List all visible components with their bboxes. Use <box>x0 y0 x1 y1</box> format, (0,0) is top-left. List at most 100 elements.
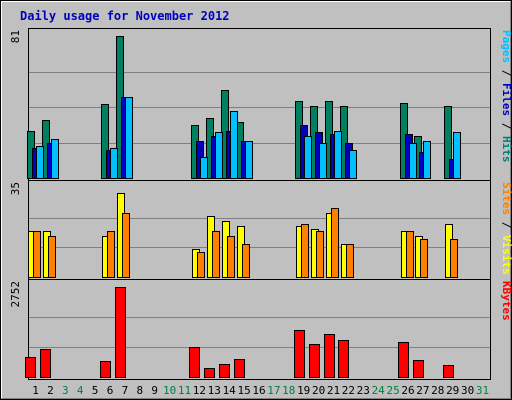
panel-hits-max-label: 81 <box>9 30 22 43</box>
x-tick-label: 20 <box>312 384 325 397</box>
bar-pages-day-27 <box>423 141 431 179</box>
x-tick-label: 29 <box>446 384 459 397</box>
bar-kbytes-day-21 <box>324 334 335 378</box>
bar-hits-day-6 <box>101 104 109 179</box>
panel-kbytes: 2752 KBytes <box>9 279 512 380</box>
bar-sites-day-15 <box>242 244 250 278</box>
panel-visits: 35 Sites / Visits <box>9 180 512 280</box>
bar-kbytes-day-13 <box>204 368 215 378</box>
x-tick-label: 8 <box>136 384 143 397</box>
x-tick-label: 12 <box>193 384 206 397</box>
bar-kbytes-day-29 <box>443 365 454 378</box>
bar-sites-day-7 <box>122 213 130 278</box>
bar-pages-day-7 <box>125 97 133 179</box>
x-tick-label: 9 <box>151 384 158 397</box>
bar-pages-day-12 <box>200 157 208 179</box>
x-tick-label: 7 <box>122 384 129 397</box>
bar-kbytes-day-20 <box>309 344 320 378</box>
legend-entry: Pages <box>500 30 512 63</box>
x-tick-label: 27 <box>416 384 429 397</box>
bar-pages-day-19 <box>304 136 312 179</box>
legend-entry: / <box>500 63 512 83</box>
bar-sites-day-26 <box>406 231 414 278</box>
x-tick-label: 23 <box>357 384 370 397</box>
x-tick-label: 16 <box>252 384 265 397</box>
x-tick-label: 31 <box>476 384 489 397</box>
panel-visits-legend: Sites / Visits <box>500 182 512 275</box>
bar-pages-day-21 <box>334 131 342 179</box>
x-tick-label: 15 <box>237 384 250 397</box>
x-tick-label: 2 <box>47 384 54 397</box>
x-tick-label: 1 <box>32 384 39 397</box>
bar-kbytes-day-27 <box>413 360 424 378</box>
x-tick-label: 17 <box>267 384 280 397</box>
bar-kbytes-day-7 <box>115 287 126 378</box>
legend-entry: / <box>500 116 512 136</box>
x-tick-label: 24 <box>372 384 386 397</box>
bar-kbytes-day-6 <box>100 361 111 378</box>
x-tick-label: 26 <box>401 384 414 397</box>
bar-pages-day-20 <box>319 143 327 179</box>
bar-sites-day-1 <box>33 231 41 278</box>
bar-kbytes-day-15 <box>234 359 245 378</box>
x-tick-label: 4 <box>77 384 84 397</box>
bar-pages-day-13 <box>215 132 223 179</box>
x-tick-label: 22 <box>342 384 355 397</box>
x-tick-label: 6 <box>107 384 114 397</box>
panel-kbytes-legend: KBytes <box>500 281 512 321</box>
bar-pages-day-22 <box>349 150 357 179</box>
bar-sites-day-6 <box>107 231 115 278</box>
bar-hits-day-29 <box>444 106 452 179</box>
legend-entry: Visits <box>500 235 512 275</box>
bar-pages-day-29 <box>453 132 461 179</box>
chart-panels: 81 Pages / Files / Hits 35 Sites / Visits 27… <box>9 28 512 380</box>
bar-kbytes-day-19 <box>294 330 305 378</box>
x-tick-label: 11 <box>178 384 191 397</box>
bar-pages-day-6 <box>110 148 118 179</box>
bar-kbytes-day-1 <box>25 357 36 378</box>
x-tick-label: 28 <box>431 384 444 397</box>
bar-pages-day-26 <box>409 143 417 179</box>
bar-sites-day-22 <box>346 244 354 278</box>
x-tick-label: 25 <box>386 384 399 397</box>
legend-entry: / <box>500 215 512 235</box>
legend-entry: KBytes <box>500 281 512 321</box>
legend-entry: Files <box>500 83 512 116</box>
x-tick-label: 5 <box>92 384 99 397</box>
panel-hits: 81 Pages / Files / Hits <box>9 28 512 181</box>
chart-title: Daily usage for November 2012 <box>20 9 230 23</box>
bar-kbytes-day-14 <box>219 364 230 378</box>
x-tick-label: 19 <box>297 384 310 397</box>
bar-pages-day-2 <box>51 139 59 179</box>
x-tick-label: 21 <box>327 384 340 397</box>
bar-kbytes-day-12 <box>189 347 200 378</box>
bar-sites-day-27 <box>420 239 428 278</box>
x-axis-labels: 1 2 3 4 5 6 7 8 9 10 11 12 13 14 15 16 17 18 19 20 21 22 23 24 2… <box>32 384 489 397</box>
x-tick-label: 10 <box>163 384 176 397</box>
bar-sites-day-20 <box>316 231 324 278</box>
bar-kbytes-day-22 <box>338 340 349 378</box>
bar-sites-day-19 <box>301 224 309 278</box>
bar-pages-day-1 <box>36 146 44 179</box>
legend-entry: Sites <box>500 182 512 215</box>
bar-pages-day-14 <box>230 111 238 179</box>
panel-visits-max-label: 35 <box>9 182 22 195</box>
bar-kbytes-day-26 <box>398 342 409 378</box>
bar-kbytes-day-2 <box>40 349 51 378</box>
bar-pages-day-15 <box>245 141 253 179</box>
bar-sites-day-21 <box>331 208 339 278</box>
bar-sites-day-13 <box>212 231 220 278</box>
x-tick-label: 18 <box>282 384 295 397</box>
bar-sites-day-14 <box>227 236 235 278</box>
x-tick-label: 13 <box>208 384 221 397</box>
x-tick-label: 3 <box>62 384 69 397</box>
legend-entry: Hits <box>500 136 512 163</box>
bar-sites-day-29 <box>450 239 458 278</box>
bar-sites-day-2 <box>48 236 56 278</box>
x-tick-label: 30 <box>461 384 474 397</box>
panel-hits-legend: Pages / Files / Hits <box>500 30 512 163</box>
bar-sites-day-12 <box>197 252 205 278</box>
panel-kbytes-max-label: 2752 <box>9 281 22 308</box>
x-tick-label: 14 <box>223 384 237 397</box>
